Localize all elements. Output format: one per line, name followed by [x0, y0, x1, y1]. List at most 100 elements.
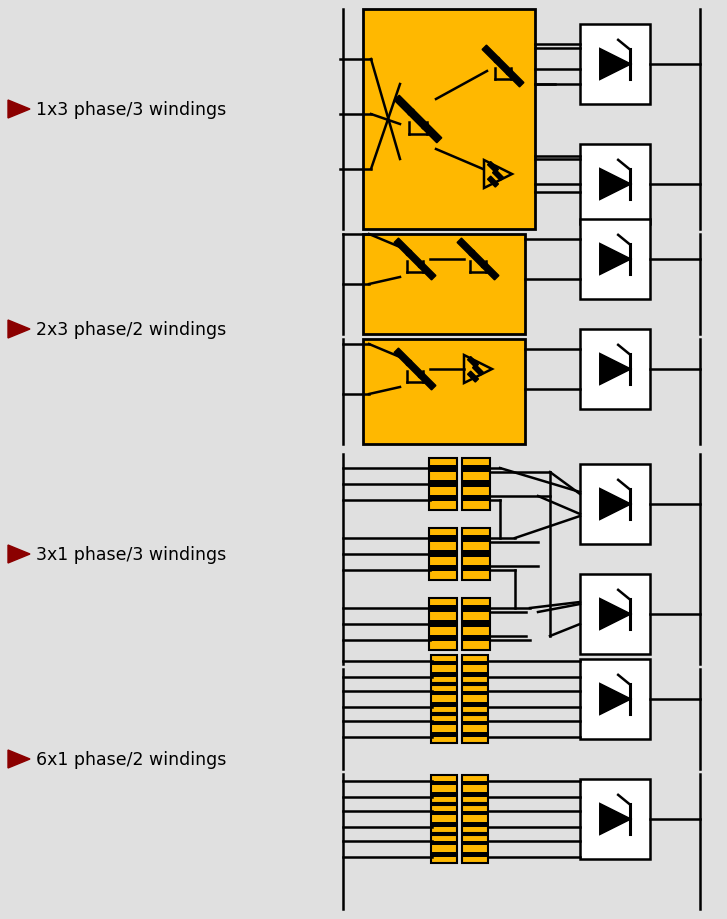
Polygon shape	[406, 361, 424, 379]
Polygon shape	[601, 804, 630, 834]
Bar	[462, 655, 489, 683]
Text: 3x1 phase/3 windings: 3x1 phase/3 windings	[36, 545, 226, 563]
Bar	[580, 330, 650, 410]
Bar	[432, 686, 457, 713]
Bar	[363, 234, 525, 335]
Bar	[430, 536, 457, 542]
Bar	[580, 464, 650, 544]
Bar	[430, 481, 457, 487]
Bar	[363, 340, 525, 445]
Polygon shape	[394, 96, 414, 116]
Polygon shape	[8, 101, 30, 119]
Bar	[433, 811, 457, 815]
Polygon shape	[601, 51, 630, 80]
Bar	[464, 672, 488, 676]
Polygon shape	[601, 51, 630, 80]
Polygon shape	[601, 355, 630, 384]
Bar	[432, 715, 457, 743]
Bar	[464, 781, 488, 786]
Polygon shape	[467, 372, 478, 382]
Polygon shape	[457, 239, 475, 256]
Bar	[430, 495, 457, 502]
Polygon shape	[482, 46, 499, 63]
Bar	[580, 659, 650, 739]
Polygon shape	[484, 161, 512, 188]
Bar	[433, 841, 457, 845]
Polygon shape	[601, 685, 630, 714]
Bar	[464, 852, 488, 857]
Bar	[464, 466, 489, 472]
Bar	[432, 655, 457, 683]
Polygon shape	[406, 251, 424, 268]
Polygon shape	[408, 110, 428, 130]
Polygon shape	[493, 170, 503, 181]
Bar	[433, 781, 457, 786]
Polygon shape	[394, 348, 411, 367]
Polygon shape	[601, 245, 630, 275]
Bar	[462, 715, 489, 743]
Bar	[433, 852, 457, 857]
Polygon shape	[473, 365, 483, 376]
Polygon shape	[467, 357, 478, 368]
Bar	[462, 598, 491, 651]
Bar	[580, 220, 650, 300]
Bar	[430, 565, 457, 572]
Polygon shape	[494, 58, 512, 75]
Bar	[464, 661, 488, 665]
Bar	[464, 536, 489, 542]
Bar	[462, 686, 489, 713]
Bar	[464, 691, 488, 696]
Polygon shape	[601, 490, 630, 519]
Bar	[580, 779, 650, 859]
Bar	[432, 775, 457, 803]
Bar	[430, 550, 457, 557]
Bar	[464, 841, 488, 845]
Bar	[430, 459, 457, 510]
Polygon shape	[418, 263, 436, 280]
Bar	[433, 732, 457, 737]
Polygon shape	[481, 263, 499, 280]
Polygon shape	[601, 170, 630, 199]
Polygon shape	[464, 356, 492, 383]
Bar	[462, 528, 491, 581]
Polygon shape	[418, 373, 436, 391]
Bar	[433, 672, 457, 676]
Text: 2x3 phase/2 windings: 2x3 phase/2 windings	[36, 321, 226, 338]
Bar	[580, 574, 650, 654]
Polygon shape	[601, 685, 630, 714]
Bar	[464, 565, 489, 572]
Bar	[580, 145, 650, 225]
Bar	[464, 481, 489, 487]
Bar	[430, 466, 457, 472]
Polygon shape	[601, 490, 630, 519]
Bar	[464, 792, 488, 797]
Bar	[430, 635, 457, 641]
Bar	[430, 606, 457, 612]
Bar	[462, 805, 489, 834]
Bar	[363, 10, 535, 230]
Bar	[432, 805, 457, 834]
Polygon shape	[8, 750, 30, 768]
Bar	[430, 598, 457, 651]
Bar	[433, 822, 457, 827]
Polygon shape	[469, 251, 487, 268]
Bar	[464, 702, 488, 707]
Polygon shape	[601, 355, 630, 384]
Polygon shape	[422, 124, 442, 143]
Bar	[433, 691, 457, 696]
Bar	[464, 550, 489, 557]
Bar	[464, 732, 488, 737]
Polygon shape	[506, 70, 524, 88]
Polygon shape	[601, 804, 630, 834]
Polygon shape	[488, 177, 499, 187]
Bar	[464, 811, 488, 815]
Bar	[433, 792, 457, 797]
Bar	[462, 775, 489, 803]
Bar	[462, 459, 491, 510]
Bar	[464, 495, 489, 502]
Polygon shape	[601, 245, 630, 275]
Bar	[464, 822, 488, 827]
Bar	[462, 835, 489, 863]
Polygon shape	[8, 321, 30, 338]
Bar	[430, 528, 457, 581]
